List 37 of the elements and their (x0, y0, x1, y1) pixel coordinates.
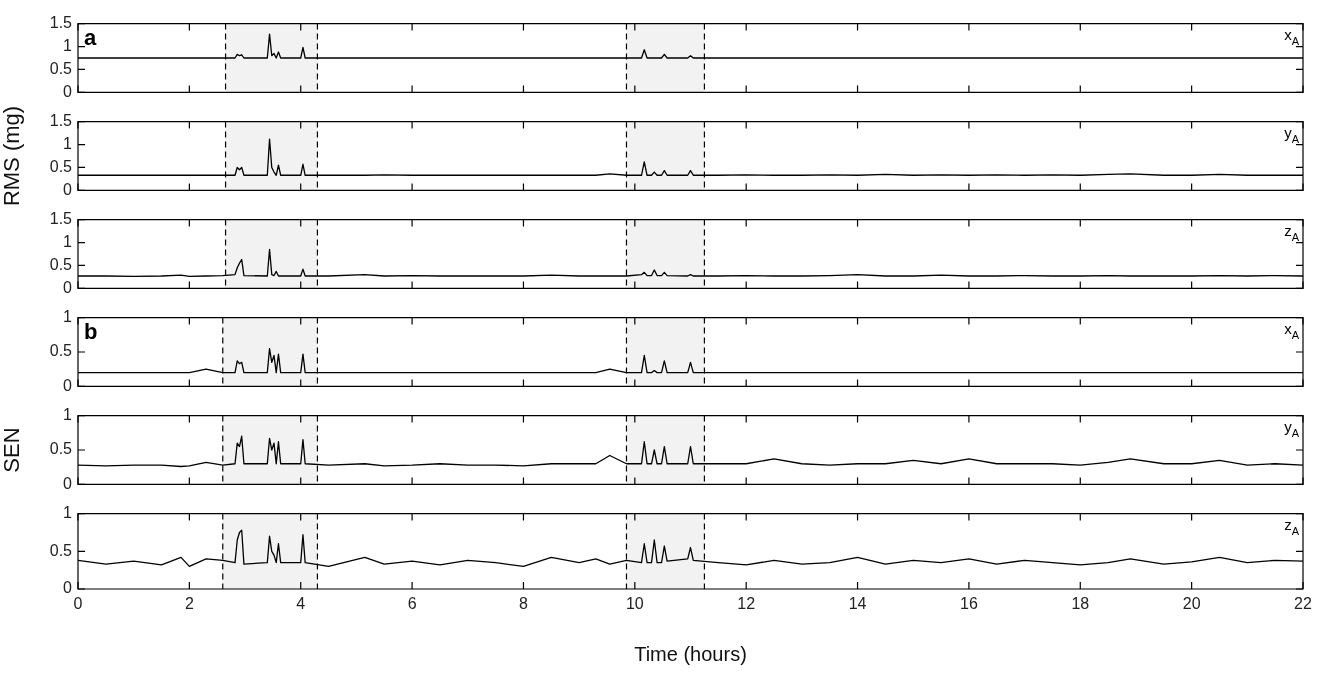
x-tick-label: 8 (519, 595, 528, 613)
x-tick-label: 2 (184, 595, 194, 613)
annotation: b (84, 318, 98, 344)
y-tick-label: 0 (63, 180, 73, 198)
y-axis-title: SEN (0, 427, 25, 473)
y-tick-label: 0.5 (49, 157, 73, 175)
y-tick-label: 0 (63, 579, 73, 597)
y-tick-label: 1.5 (49, 14, 73, 32)
x-tick-label: 10 (625, 595, 644, 613)
x-tick-label: 4 (296, 595, 306, 613)
y-tick-label: 0 (63, 82, 73, 100)
y-tick-label: 0 (63, 474, 73, 492)
x-tick-label: 14 (848, 595, 867, 613)
y-tick-label: 1 (63, 36, 73, 54)
x-tick-label: 18 (1071, 595, 1090, 613)
y-tick-label: 1 (63, 406, 73, 424)
y-tick-label: 0.5 (49, 342, 73, 360)
y-tick-label: 1.5 (49, 210, 73, 228)
x-axis-title: Time (hours) (634, 642, 747, 665)
y-tick-label: 0.5 (49, 541, 73, 559)
y-tick-label: 0.5 (49, 59, 73, 77)
y-tick-label: 1 (63, 232, 73, 250)
x-tick-label: 12 (737, 595, 756, 613)
y-tick-label: 0.5 (49, 440, 73, 458)
x-tick-label: 6 (407, 595, 417, 613)
x-tick-label: 20 (1182, 595, 1201, 613)
y-tick-label: 1 (63, 504, 73, 522)
y-tick-label: 1 (63, 308, 73, 326)
y-tick-label: 1 (63, 134, 73, 152)
y-tick-label: 0.5 (49, 255, 73, 273)
y-tick-label: 0 (63, 278, 73, 296)
y-axis-title: RMS (mg) (0, 105, 25, 207)
y-tick-label: 0 (63, 376, 73, 394)
annotation: a (84, 24, 97, 50)
y-tick-label: 1.5 (49, 112, 73, 130)
x-tick-label: 22 (1294, 595, 1312, 613)
x-tick-label: 16 (960, 595, 978, 613)
